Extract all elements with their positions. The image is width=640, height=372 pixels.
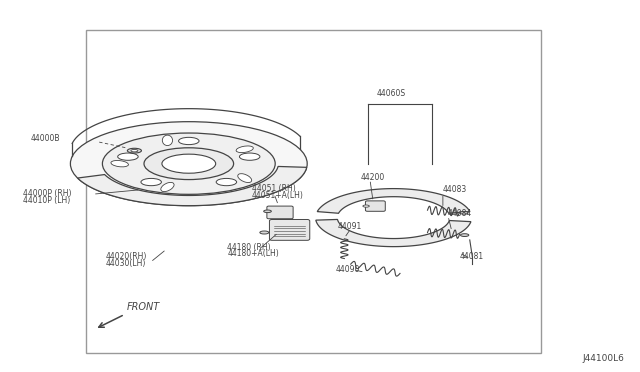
Ellipse shape	[216, 179, 237, 186]
Text: 44091: 44091	[338, 222, 362, 231]
Text: 44000P (RH): 44000P (RH)	[23, 189, 72, 198]
Ellipse shape	[460, 211, 468, 214]
Polygon shape	[316, 219, 471, 247]
Ellipse shape	[127, 148, 141, 153]
Text: 44081: 44081	[460, 252, 484, 261]
FancyBboxPatch shape	[269, 219, 310, 240]
Ellipse shape	[461, 234, 468, 237]
Text: J44100L6: J44100L6	[582, 354, 624, 363]
Ellipse shape	[162, 154, 216, 173]
Text: 44030(LH): 44030(LH)	[106, 259, 146, 267]
Polygon shape	[317, 189, 470, 213]
Ellipse shape	[102, 133, 275, 194]
Ellipse shape	[111, 160, 129, 167]
Text: 44020(RH): 44020(RH)	[106, 252, 147, 261]
Ellipse shape	[131, 150, 138, 152]
Ellipse shape	[179, 137, 199, 145]
Bar	[86, 30, 541, 353]
Text: 44084: 44084	[447, 209, 472, 218]
Text: 44180+A(LH): 44180+A(LH)	[227, 249, 279, 258]
FancyBboxPatch shape	[267, 206, 293, 219]
Text: 44060S: 44060S	[376, 89, 406, 98]
Ellipse shape	[144, 148, 234, 180]
Ellipse shape	[70, 122, 307, 206]
Ellipse shape	[260, 231, 269, 234]
Ellipse shape	[118, 153, 138, 160]
Text: 44051+A(LH): 44051+A(LH)	[252, 191, 303, 200]
Text: 44000B: 44000B	[31, 134, 60, 143]
Text: FRONT: FRONT	[127, 302, 160, 312]
Text: 44090: 44090	[335, 265, 360, 274]
Text: 44200: 44200	[360, 173, 385, 182]
Ellipse shape	[237, 174, 252, 183]
Polygon shape	[77, 166, 307, 206]
Text: 44083: 44083	[442, 185, 467, 194]
FancyBboxPatch shape	[365, 201, 385, 211]
Text: 44010P (LH): 44010P (LH)	[23, 196, 70, 205]
Ellipse shape	[141, 179, 161, 186]
Text: 44051 (RH): 44051 (RH)	[252, 184, 295, 193]
Ellipse shape	[163, 135, 173, 145]
Text: 44180 (RH): 44180 (RH)	[227, 243, 271, 251]
Ellipse shape	[239, 153, 260, 160]
Ellipse shape	[236, 146, 253, 153]
Ellipse shape	[264, 210, 271, 212]
Ellipse shape	[161, 182, 174, 192]
Ellipse shape	[363, 205, 369, 207]
